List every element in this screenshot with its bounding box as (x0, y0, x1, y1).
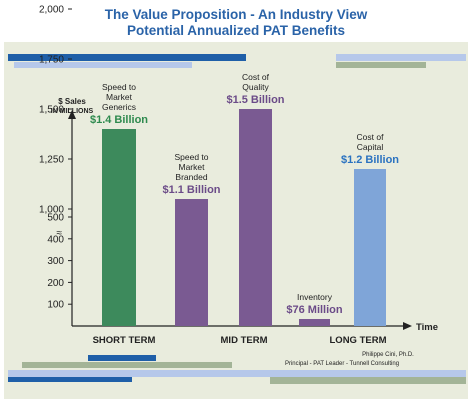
bar-value-label: $1.1 Billion (162, 184, 220, 196)
chart-title: The Value Proposition - An Industry View (104, 7, 368, 22)
y-tick-label: 1,500 (39, 105, 64, 116)
y-tick-label: 1,000 (39, 205, 64, 216)
x-axis-arrow (403, 322, 412, 330)
bar (102, 129, 136, 326)
credit-name: Philippe Cini, Ph.D. (362, 352, 414, 358)
bar-category-label: Cost of (242, 72, 270, 82)
y-axis-label-line2: IN MILLIONS (51, 108, 94, 115)
chart-subtitle: Potential Annualized PAT Benefits (126, 23, 346, 38)
bar-category-label: Market (106, 92, 133, 102)
axis-break-symbol: ≈ (57, 228, 63, 239)
y-tick-label: 400 (47, 234, 64, 245)
stripe-bottom-green-right (270, 377, 466, 384)
bar (239, 109, 272, 326)
phase-label: MID TERM (221, 335, 268, 346)
y-tick-label: 300 (47, 256, 64, 267)
bar-category-label: Market (179, 162, 206, 172)
stripe-top-light (14, 62, 192, 68)
stripe-bottom-dark (88, 355, 156, 361)
x-axis-label: Time (416, 322, 438, 333)
phase-label: LONG TERM (330, 335, 387, 346)
bar-category-label: Cost of (357, 132, 385, 142)
bar-category-label: Branded (175, 172, 207, 182)
bar (354, 169, 386, 326)
y-tick-label: 1,750 (39, 55, 64, 66)
y-tick-label: 1,250 (39, 155, 64, 166)
stripe-bottom-dark-right (8, 377, 132, 382)
bar-category-label: Generics (102, 102, 136, 112)
stripe-bottom-light (8, 370, 466, 377)
bar-value-label: $1.2 Billion (341, 154, 399, 166)
y-tick-label: 500 (47, 213, 64, 224)
y-tick-label: 100 (47, 300, 64, 311)
credit-role: Principal - PAT Leader - Tunnell Consult… (285, 361, 399, 367)
bar-value-label: $1.4 Billion (90, 114, 148, 126)
bar-category-label: Speed to (102, 82, 136, 92)
stripe-top-right-light (336, 54, 466, 61)
bar (299, 319, 330, 326)
y-axis-label-line1: $ Sales (58, 97, 86, 106)
phase-label: SHORT TERM (93, 335, 156, 346)
bar-category-label: Capital (357, 142, 384, 152)
bar-category-label: Inventory (297, 292, 333, 302)
bar-value-label: $76 Million (286, 304, 343, 316)
bar (175, 199, 208, 326)
chart-panel (4, 42, 468, 399)
bar-value-label: $1.5 Billion (226, 94, 284, 106)
stripe-bottom-green-left (22, 362, 232, 368)
y-tick-label: 2,000 (39, 5, 64, 16)
y-axis-arrow (68, 110, 76, 119)
bar-category-label: Quality (242, 82, 269, 92)
phase-labels: SHORT TERM MID TERM LONG TERM (93, 335, 387, 346)
y-tick-label: 200 (47, 278, 64, 289)
bar-category-label: Speed to (174, 152, 208, 162)
stripe-top-right-green (336, 62, 426, 68)
stripe-top-dark (8, 54, 246, 61)
